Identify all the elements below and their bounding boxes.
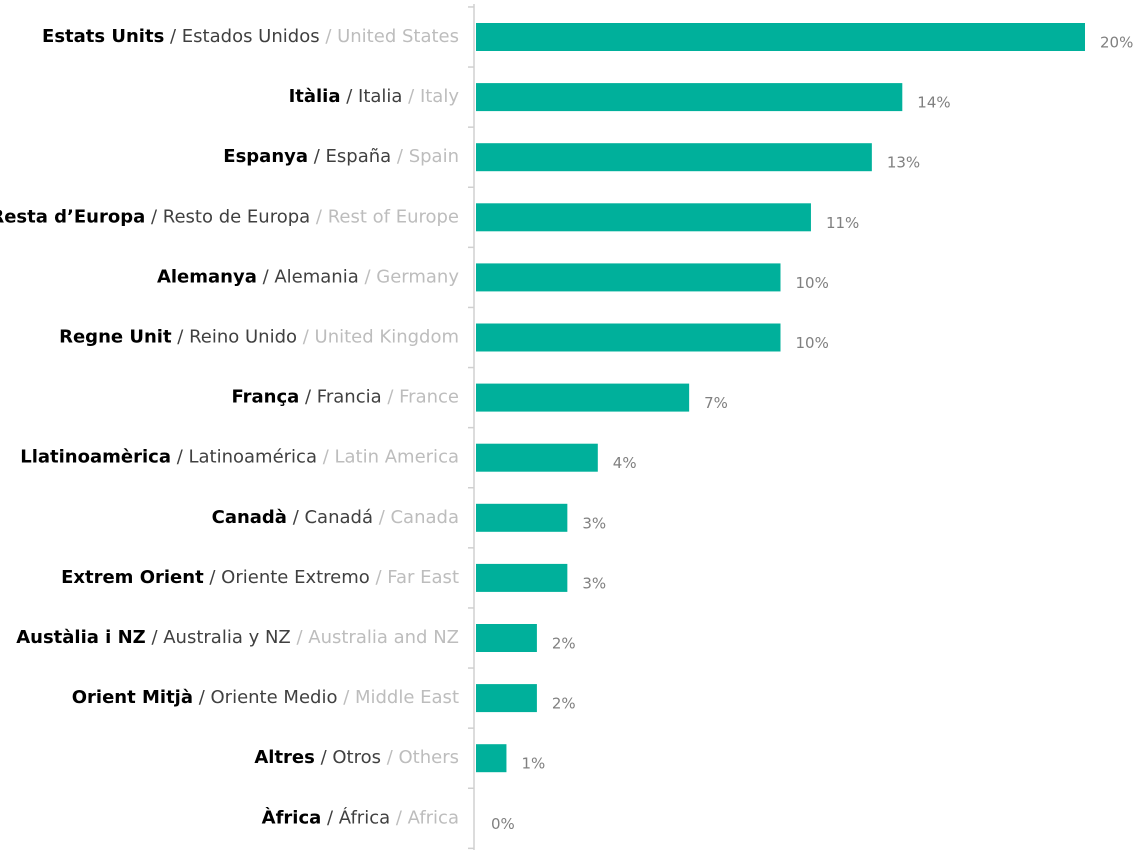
- label-part: / Australia and NZ: [291, 627, 459, 648]
- label-part: / France: [382, 387, 459, 408]
- label-part: / Latin America: [317, 447, 459, 468]
- category-label: Extrem Orient / Oriente Extremo / Far Ea…: [61, 567, 459, 588]
- category-label: Espanya / España / Spain: [223, 146, 459, 167]
- label-part: / Canada: [373, 507, 459, 528]
- label-part: França: [231, 387, 299, 408]
- label-part: / Alemania: [257, 266, 359, 287]
- label-part: / Far East: [370, 567, 459, 588]
- label-part: / Middle East: [337, 687, 459, 708]
- value-label: 2%: [552, 695, 576, 713]
- label-part: / África: [321, 806, 390, 828]
- label-part: Estats Units: [42, 26, 164, 47]
- category-label: Alemanya / Alemania / Germany: [157, 266, 459, 287]
- label-part: / Spain: [391, 146, 459, 167]
- label-part: Alemanya: [157, 266, 257, 287]
- label-part: / Oriente Medio: [193, 687, 337, 708]
- category-label: Regne Unit / Reino Unido / United Kingdo…: [59, 327, 459, 348]
- label-part: / Latinoamérica: [171, 447, 317, 468]
- category-label: Estats Units / Estados Unidos / United S…: [42, 26, 459, 47]
- value-label: 3%: [582, 514, 606, 532]
- label-part: / United Kingdom: [297, 327, 459, 348]
- label-part: / Reino Unido: [172, 327, 297, 348]
- value-label: 2%: [552, 635, 576, 653]
- label-part: / Otros: [315, 747, 381, 768]
- label-part: Regne Unit: [59, 327, 172, 348]
- bar: [476, 263, 781, 292]
- label-part: / España: [308, 146, 391, 167]
- category-label: Austàlia i NZ / Australia y NZ / Austral…: [16, 627, 459, 648]
- label-part: Resta d’Europa: [0, 206, 145, 227]
- value-label: 0%: [491, 815, 515, 833]
- category-label: Canadà / Canadá / Canada: [212, 507, 459, 528]
- value-label: 1%: [521, 755, 545, 773]
- value-label: 20%: [1100, 34, 1133, 52]
- label-part: Austàlia i NZ: [16, 627, 146, 648]
- label-part: / Canadá: [287, 507, 373, 528]
- label-part: / Italia: [341, 86, 403, 107]
- label-part: / United States: [320, 26, 459, 47]
- label-part: / Germany: [359, 266, 460, 287]
- bar: [476, 143, 872, 172]
- label-part: Àfrica: [262, 806, 322, 828]
- category-label: Itàlia / Italia / Italy: [289, 86, 460, 107]
- label-part: / Francia: [299, 387, 381, 408]
- bar: [476, 443, 598, 472]
- value-label: 11%: [826, 214, 859, 232]
- label-part: / Italy: [402, 86, 459, 107]
- value-label: 10%: [796, 334, 829, 352]
- label-part: / Oriente Extremo: [204, 567, 370, 588]
- value-label: 4%: [613, 454, 637, 472]
- category-label: Resta d’Europa / Resto de Europa / Rest …: [0, 206, 459, 227]
- bar: [476, 624, 537, 652]
- label-part: Llatinoamèrica: [20, 447, 171, 468]
- label-part: Altres: [254, 747, 315, 768]
- category-label: França / Francia / France: [231, 387, 459, 408]
- value-label: 10%: [796, 274, 829, 292]
- bar: [476, 323, 781, 352]
- bar: [476, 383, 690, 412]
- label-part: Itàlia: [289, 86, 341, 107]
- label-part: / Resto de Europa: [145, 206, 310, 227]
- bar: [476, 503, 568, 532]
- bar: [476, 203, 811, 232]
- category-label: Àfrica / África / Africa: [262, 806, 459, 828]
- value-label: 13%: [887, 154, 920, 172]
- bar: [476, 684, 537, 713]
- category-label: Altres / Otros / Others: [254, 747, 459, 768]
- label-part: / Australia y NZ: [146, 627, 291, 648]
- value-label: 14%: [917, 94, 950, 112]
- label-part: / Estados Unidos: [164, 26, 319, 47]
- bar: [476, 83, 903, 112]
- label-part: Extrem Orient: [61, 567, 204, 588]
- label-part: / Others: [381, 747, 459, 768]
- category-label: Llatinoamèrica / Latinoamérica / Latin A…: [20, 447, 459, 468]
- label-part: Canadà: [212, 507, 287, 528]
- bar: [476, 744, 507, 773]
- category-label: Orient Mitjà / Oriente Medio / Middle Ea…: [72, 687, 459, 708]
- value-label: 3%: [582, 574, 606, 592]
- bar: [476, 563, 568, 592]
- label-part: Espanya: [223, 146, 308, 167]
- label-part: Orient Mitjà: [72, 687, 193, 708]
- label-part: / Rest of Europe: [310, 206, 459, 227]
- value-label: 7%: [704, 394, 728, 412]
- bar: [476, 23, 1085, 51]
- label-part: / Africa: [390, 807, 459, 828]
